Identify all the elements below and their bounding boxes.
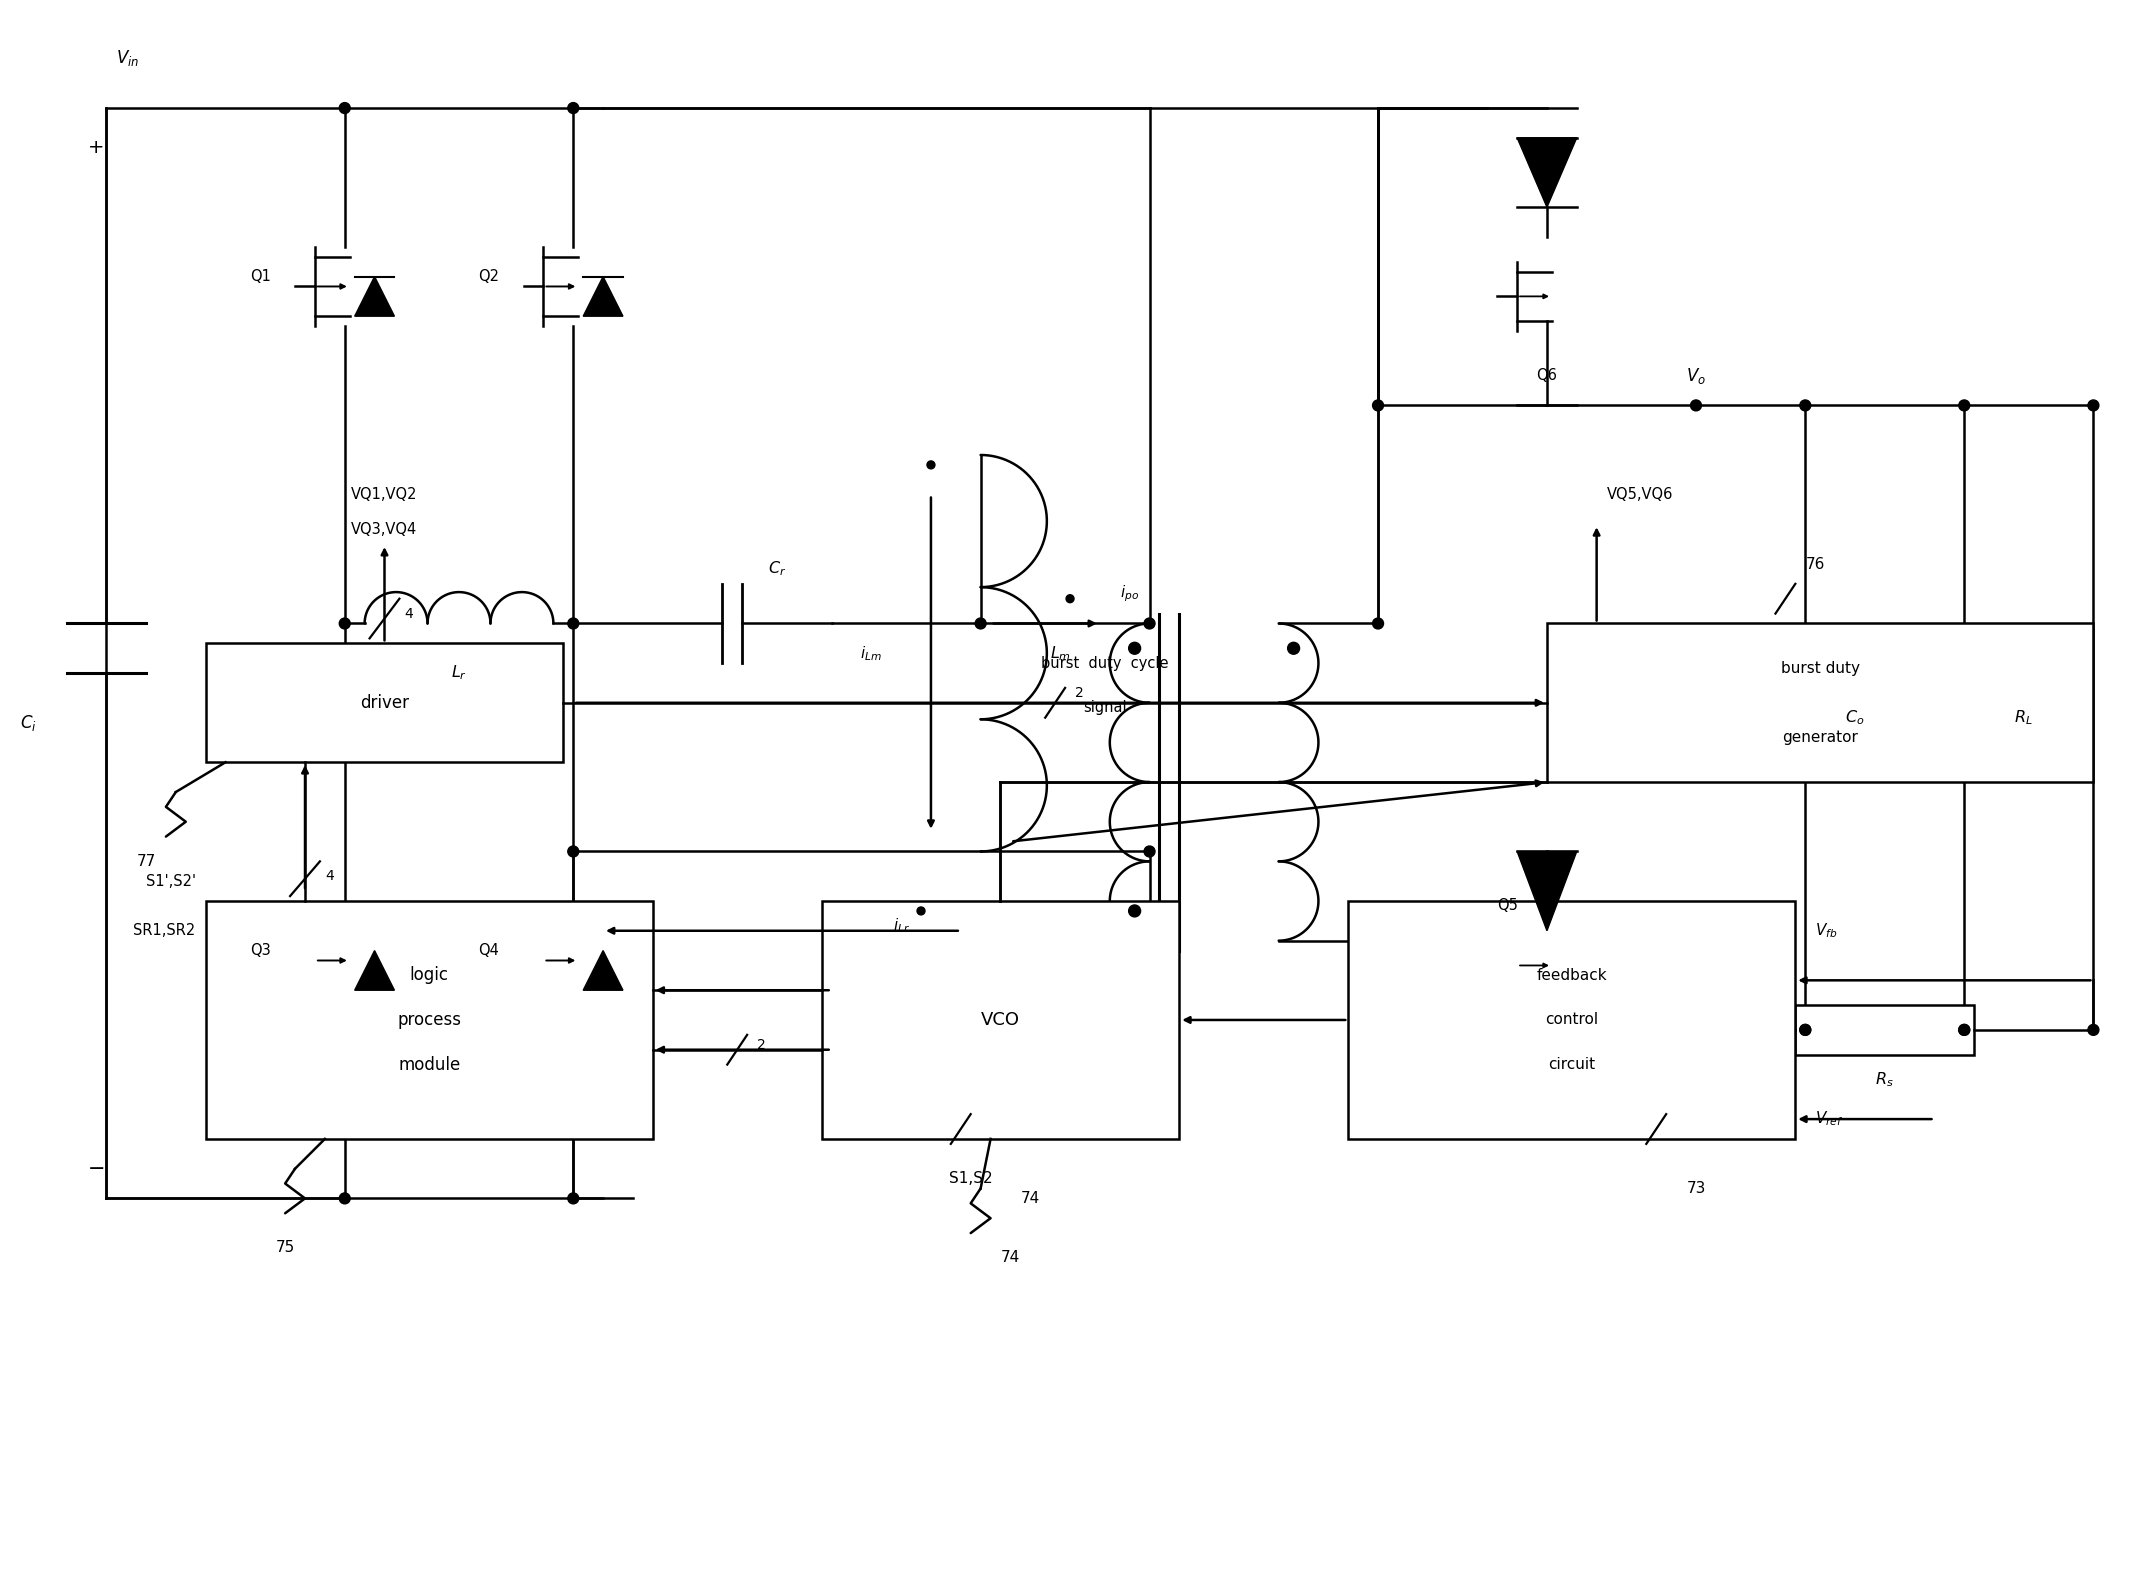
Polygon shape — [355, 277, 394, 316]
Polygon shape — [584, 951, 623, 990]
Circle shape — [1372, 619, 1383, 630]
Text: feedback: feedback — [1536, 968, 1607, 982]
Circle shape — [1958, 1025, 1969, 1035]
Circle shape — [926, 460, 935, 468]
Text: VQ5,VQ6: VQ5,VQ6 — [1607, 487, 1674, 501]
Text: S1',S2': S1',S2' — [146, 873, 196, 889]
Text: generator: generator — [1781, 729, 1859, 745]
Text: VQ1,VQ2: VQ1,VQ2 — [351, 487, 418, 501]
Text: 75: 75 — [276, 1240, 295, 1256]
Text: $i_{Lm}$: $i_{Lm}$ — [859, 644, 883, 663]
Circle shape — [918, 906, 924, 914]
Text: S1,S2: S1,S2 — [950, 1171, 993, 1186]
Text: $C_o$: $C_o$ — [1846, 709, 1865, 728]
Text: $C_i$: $C_i$ — [19, 712, 37, 732]
Text: Q4: Q4 — [478, 943, 500, 959]
Text: 2: 2 — [756, 1038, 767, 1052]
Text: 76: 76 — [1805, 557, 1824, 571]
Text: control: control — [1544, 1012, 1598, 1027]
Text: SR1,SR2: SR1,SR2 — [134, 924, 196, 938]
Circle shape — [569, 846, 579, 857]
Circle shape — [340, 1193, 351, 1204]
Text: signal: signal — [1083, 701, 1127, 715]
Text: 4: 4 — [405, 606, 414, 620]
Text: 2: 2 — [1075, 687, 1083, 699]
Bar — [205, 644, 564, 763]
Text: Q5: Q5 — [1497, 899, 1519, 913]
Text: +: + — [88, 138, 106, 157]
Circle shape — [1958, 1025, 1969, 1035]
Circle shape — [1144, 619, 1155, 630]
Circle shape — [340, 103, 351, 114]
Text: Q6: Q6 — [1536, 369, 1557, 383]
Text: circuit: circuit — [1549, 1057, 1596, 1073]
Text: 4: 4 — [325, 869, 334, 883]
Text: burst  duty  cycle: burst duty cycle — [1040, 655, 1170, 671]
Circle shape — [1144, 846, 1155, 857]
Bar — [1348, 902, 1794, 1139]
Circle shape — [1372, 400, 1383, 411]
Circle shape — [1801, 1025, 1812, 1035]
Circle shape — [1129, 905, 1142, 918]
Text: module: module — [398, 1055, 461, 1074]
Text: $C_r$: $C_r$ — [767, 560, 786, 579]
Text: 77: 77 — [136, 854, 155, 869]
Circle shape — [2087, 400, 2098, 411]
Text: burst duty: burst duty — [1781, 661, 1859, 676]
Bar — [821, 902, 1180, 1139]
Text: logic: logic — [409, 967, 448, 984]
Bar — [1934, 668, 1995, 767]
Bar — [205, 902, 653, 1139]
Polygon shape — [1516, 851, 1577, 930]
Text: Q1: Q1 — [250, 269, 271, 285]
Text: $V_o$: $V_o$ — [1687, 365, 1706, 386]
Circle shape — [1066, 595, 1075, 603]
Circle shape — [1801, 1025, 1812, 1035]
Polygon shape — [355, 951, 394, 990]
Circle shape — [340, 619, 351, 630]
Text: $L_r$: $L_r$ — [450, 664, 467, 682]
Polygon shape — [584, 277, 623, 316]
Circle shape — [1801, 400, 1812, 411]
Text: $V_{ref}$: $V_{ref}$ — [1816, 1109, 1844, 1128]
Polygon shape — [1516, 138, 1577, 207]
Text: $R_L$: $R_L$ — [2014, 709, 2033, 728]
Text: $V_{in}$: $V_{in}$ — [116, 49, 140, 68]
Text: $i_{po}$: $i_{po}$ — [1120, 584, 1139, 604]
Text: $L_m$: $L_m$ — [1051, 644, 1071, 663]
Circle shape — [1288, 642, 1299, 655]
Text: $V_{fb}$: $V_{fb}$ — [1816, 921, 1837, 940]
Text: Q2: Q2 — [478, 269, 500, 285]
Text: 73: 73 — [1687, 1182, 1706, 1196]
Text: $R_s$: $R_s$ — [1876, 1069, 1893, 1088]
Circle shape — [569, 1193, 579, 1204]
Circle shape — [976, 619, 987, 630]
Circle shape — [2087, 1025, 2098, 1035]
Text: $i_{Lr}$: $i_{Lr}$ — [892, 916, 909, 935]
Text: Q3: Q3 — [250, 943, 271, 959]
Circle shape — [1129, 642, 1142, 655]
Circle shape — [1958, 400, 1969, 411]
Circle shape — [569, 619, 579, 630]
Bar — [1794, 1005, 1975, 1055]
Circle shape — [1691, 400, 1702, 411]
Text: process: process — [396, 1011, 461, 1028]
Text: 74: 74 — [1021, 1191, 1040, 1205]
Text: −: − — [88, 1158, 106, 1179]
Bar — [1547, 623, 2094, 782]
Text: VQ3,VQ4: VQ3,VQ4 — [351, 522, 418, 536]
Text: VCO: VCO — [980, 1011, 1021, 1028]
Circle shape — [569, 103, 579, 114]
Text: 74: 74 — [1002, 1250, 1021, 1266]
Text: driver: driver — [360, 694, 409, 712]
